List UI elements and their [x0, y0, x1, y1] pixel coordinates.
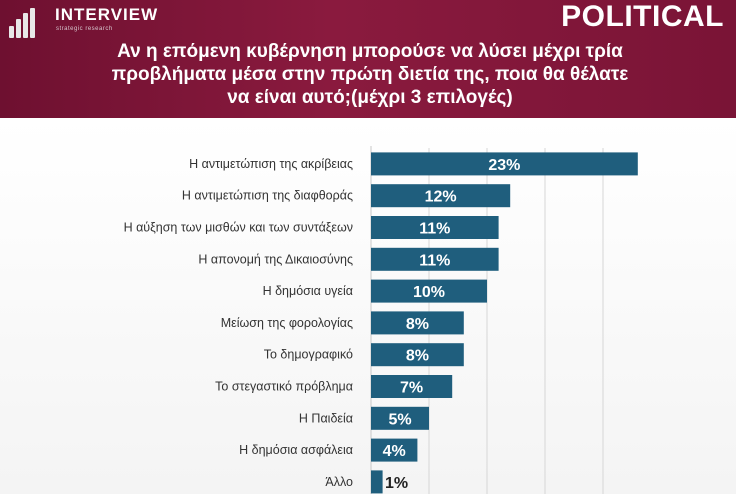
- bar: [371, 216, 499, 239]
- data-label: 11%: [419, 221, 450, 238]
- bar: [371, 438, 418, 462]
- data-label: 23%: [488, 157, 520, 174]
- data-label: 11%: [419, 252, 450, 269]
- bar: [371, 406, 429, 430]
- data-label: 12%: [425, 189, 457, 206]
- data-label: 1%: [385, 475, 408, 492]
- data-label: 10%: [413, 284, 445, 301]
- category-label: Η Παιδεία: [299, 411, 353, 425]
- category-label: Το στεγαστικό πρόβλημα: [215, 380, 353, 394]
- bar-chart: Η αντιμετώπιση της ακρίβειας 23% Η αντιμετ…: [124, 146, 638, 494]
- category-label: Η δημόσια υγεία: [263, 284, 353, 298]
- chart-area: Η αντιμετώπιση της ακρίβειας 23% Η αντιμετ…: [0, 118, 736, 494]
- category-label: Το δημογραφικό: [264, 348, 353, 362]
- bar: [371, 152, 638, 176]
- question-line: να είναι αυτό;(μέχρι 3 επιλογές): [227, 87, 513, 108]
- data-label: 8%: [406, 316, 429, 333]
- bar: [371, 184, 511, 208]
- category-label: Η αύξηση των μισθών και των συντάξεων: [124, 221, 353, 235]
- category-label: Η αντιμετώπιση της ακρίβειας: [189, 157, 353, 171]
- bar: [371, 343, 464, 367]
- bar: [371, 375, 453, 398]
- logo-name: INTERVIEW: [55, 5, 159, 24]
- bar: [371, 470, 383, 494]
- category-label: Η απονομή της Δικαιοσύνης: [198, 252, 353, 266]
- data-label: 7%: [400, 380, 423, 397]
- bar: [371, 311, 464, 335]
- question-title: Αν η επόμενη κυβέρνηση μπορούσε να λύσει…: [40, 40, 700, 109]
- category-label: Άλλο: [325, 475, 353, 489]
- bar: [371, 247, 499, 271]
- data-label: 4%: [383, 443, 406, 460]
- question-line: προβλήματα μέσα στην πρώτη διετία της, π…: [111, 64, 629, 85]
- data-label: 5%: [388, 411, 411, 428]
- header-banner: INTERVIEW strategic research POLITICAL Α…: [0, 0, 736, 118]
- category-label: Μείωση της φορολογίας: [221, 316, 353, 330]
- brand-title: POLITICAL: [561, 0, 724, 33]
- data-label: 8%: [406, 348, 429, 365]
- question-line: Αν η επόμενη κυβέρνηση μπορούσε να λύσει…: [117, 41, 623, 62]
- logo-bars-icon: [9, 8, 43, 38]
- bar: [371, 279, 487, 303]
- category-label: Η αντιμετώπιση της διαφθοράς: [182, 189, 353, 203]
- category-label: Η δημόσια ασφάλεια: [239, 443, 353, 457]
- logo-tagline: strategic research: [56, 26, 113, 32]
